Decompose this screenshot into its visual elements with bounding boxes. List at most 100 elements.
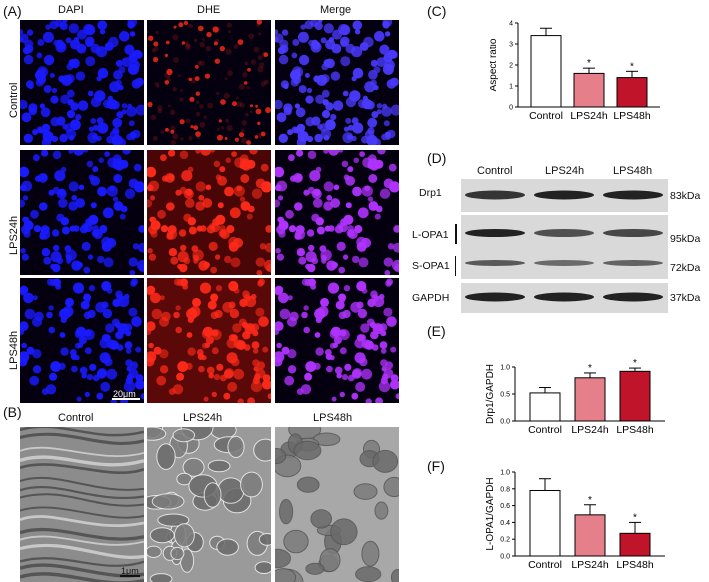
x-tick-label: LPS24h <box>571 559 609 571</box>
bar-lps24h <box>574 514 606 557</box>
fluo-tile-lps48h-merge <box>275 278 399 403</box>
fluo-scale-bar <box>112 398 140 400</box>
wb-band <box>534 190 594 200</box>
y-tick-label: 0.6 <box>500 503 510 510</box>
wb-marker-72: 72kDa <box>670 262 701 274</box>
y-tick-label: 1.0 <box>500 470 510 477</box>
wb-band <box>603 292 663 302</box>
y-tick-label: 2 <box>509 63 513 70</box>
wb-strip-opa1 <box>461 215 668 279</box>
wb-band <box>534 229 594 237</box>
significance-mark: * <box>633 512 637 523</box>
wb-band <box>465 260 525 266</box>
y-tick-label: 0.8 <box>500 486 510 493</box>
bar-lps24h <box>574 377 606 422</box>
bar-lps48h <box>619 532 651 557</box>
y-tick-label: 1 <box>509 84 513 91</box>
bar-control <box>530 35 562 108</box>
fluo-scale-bar-label: 20μm <box>113 389 136 399</box>
bar-control <box>529 392 561 422</box>
panel-label-a: (A) <box>3 3 22 19</box>
chart-l-opa1-gapdh: 0.0 0.2 0.4 0.6 0.8 1.0 L-OPA1/GAPDH Control * LP… <box>485 470 665 571</box>
wb-marker-95: 95kDa <box>670 233 701 245</box>
em-tile-lps24h <box>147 427 271 582</box>
significance-mark: * <box>633 358 637 369</box>
chart-drp1-gapdh: 0.0 0.5 1.0 Drp1/GAPDH Control * LPS24h * LPS48h <box>485 358 665 436</box>
em-tile-lps48h <box>275 427 399 582</box>
wb-lane-lps48h: LPS48h <box>613 165 653 177</box>
row-head-lps24h: LPS24h <box>8 215 20 255</box>
x-tick-label: LPS48h <box>616 424 654 436</box>
wb-lane-lps24h: LPS24h <box>545 165 585 177</box>
row-head-lps48h: LPS48h <box>8 330 20 370</box>
significance-mark: * <box>587 58 591 69</box>
row-head-control: Control <box>8 82 20 118</box>
wb-band <box>603 190 663 200</box>
panel-label-b: (B) <box>3 404 22 420</box>
x-tick-label: LPS48h <box>616 559 654 571</box>
y-tick-label: 0.0 <box>500 554 510 561</box>
y-axis-label: Aspect ratio <box>490 38 499 91</box>
x-tick-label: LPS48h <box>613 110 651 122</box>
y-axis-label: Drp1/GAPDH <box>485 364 496 424</box>
wb-label-gapdh: GAPDH <box>412 292 450 304</box>
y-tick-label: 0.2 <box>500 537 510 544</box>
panel-label-e: (E) <box>427 323 446 339</box>
y-tick-label: 3 <box>509 42 513 49</box>
em-title-lps24h: LPS24h <box>183 412 223 424</box>
y-tick-label: 0.5 <box>500 392 510 399</box>
fluo-tile-control-dapi <box>20 20 144 145</box>
y-tick-label: 0.4 <box>500 520 510 527</box>
wb-strip-drp1 <box>461 179 668 212</box>
fluo-tile-lps48h-dapi <box>20 278 144 403</box>
y-axis-label: L-OPA1/GAPDH <box>485 477 496 550</box>
y-tick-label: 1.0 <box>500 365 510 372</box>
em-title-lps48h: LPS48h <box>313 412 353 424</box>
bar-lps48h <box>616 77 648 108</box>
col-head-merge: Merge <box>320 4 352 16</box>
col-head-dapi: DAPI <box>58 4 84 16</box>
bar-control <box>529 489 561 557</box>
wb-bracket-l-opa1 <box>455 224 457 244</box>
wb-band <box>465 229 525 237</box>
wb-marker-83: 83kDa <box>670 190 701 202</box>
fluo-tile-lps48h-dhe <box>147 278 271 403</box>
panel-label-d: (D) <box>427 150 447 166</box>
wb-band <box>534 260 594 266</box>
em-scale-bar <box>120 575 140 577</box>
fluo-tile-lps24h-dapi <box>20 150 144 275</box>
wb-lane-control: Control <box>477 165 513 177</box>
significance-mark: * <box>588 495 592 506</box>
x-tick-label: LPS24h <box>570 110 608 122</box>
fluo-tile-control-dhe <box>147 20 271 145</box>
em-tile-control <box>20 427 144 582</box>
bar-lps24h <box>573 72 605 108</box>
y-tick-label: 4 <box>509 21 513 28</box>
wb-label-drp1: Drp1 <box>419 187 442 199</box>
significance-mark: * <box>588 363 592 374</box>
y-tick-label: 0.0 <box>500 419 510 426</box>
bar-lps48h <box>619 370 651 422</box>
wb-band <box>465 190 525 200</box>
em-title-control: Control <box>58 412 94 424</box>
col-head-dhe: DHE <box>197 4 221 16</box>
wb-label-l-opa1: L-OPA1 <box>412 229 449 241</box>
x-tick-label: Control <box>529 110 563 122</box>
fluo-tile-lps24h-merge <box>275 150 399 275</box>
y-tick-label: 0 <box>509 105 513 112</box>
wb-bracket-s-opa1 <box>455 256 456 276</box>
x-tick-label: LPS24h <box>571 424 609 436</box>
em-scale-bar-label: 1μm <box>121 566 139 576</box>
panel-label-f: (F) <box>427 458 445 474</box>
wb-band <box>603 229 663 237</box>
chart-aspect-ratio: 0 1 2 3 4 Aspect ratio Control * LPS24h * LPS48h <box>490 21 660 122</box>
wb-label-s-opa1: S-OPA1 <box>412 260 450 272</box>
panel-label-c: (C) <box>427 3 447 19</box>
wb-band <box>465 292 525 302</box>
x-tick-label: Control <box>528 559 562 571</box>
wb-marker-37: 37kDa <box>670 292 701 304</box>
fluo-tile-lps24h-dhe <box>147 150 271 275</box>
wb-strip-gapdh <box>461 283 668 313</box>
wb-band <box>534 292 594 302</box>
fluo-tile-control-merge <box>275 20 399 145</box>
